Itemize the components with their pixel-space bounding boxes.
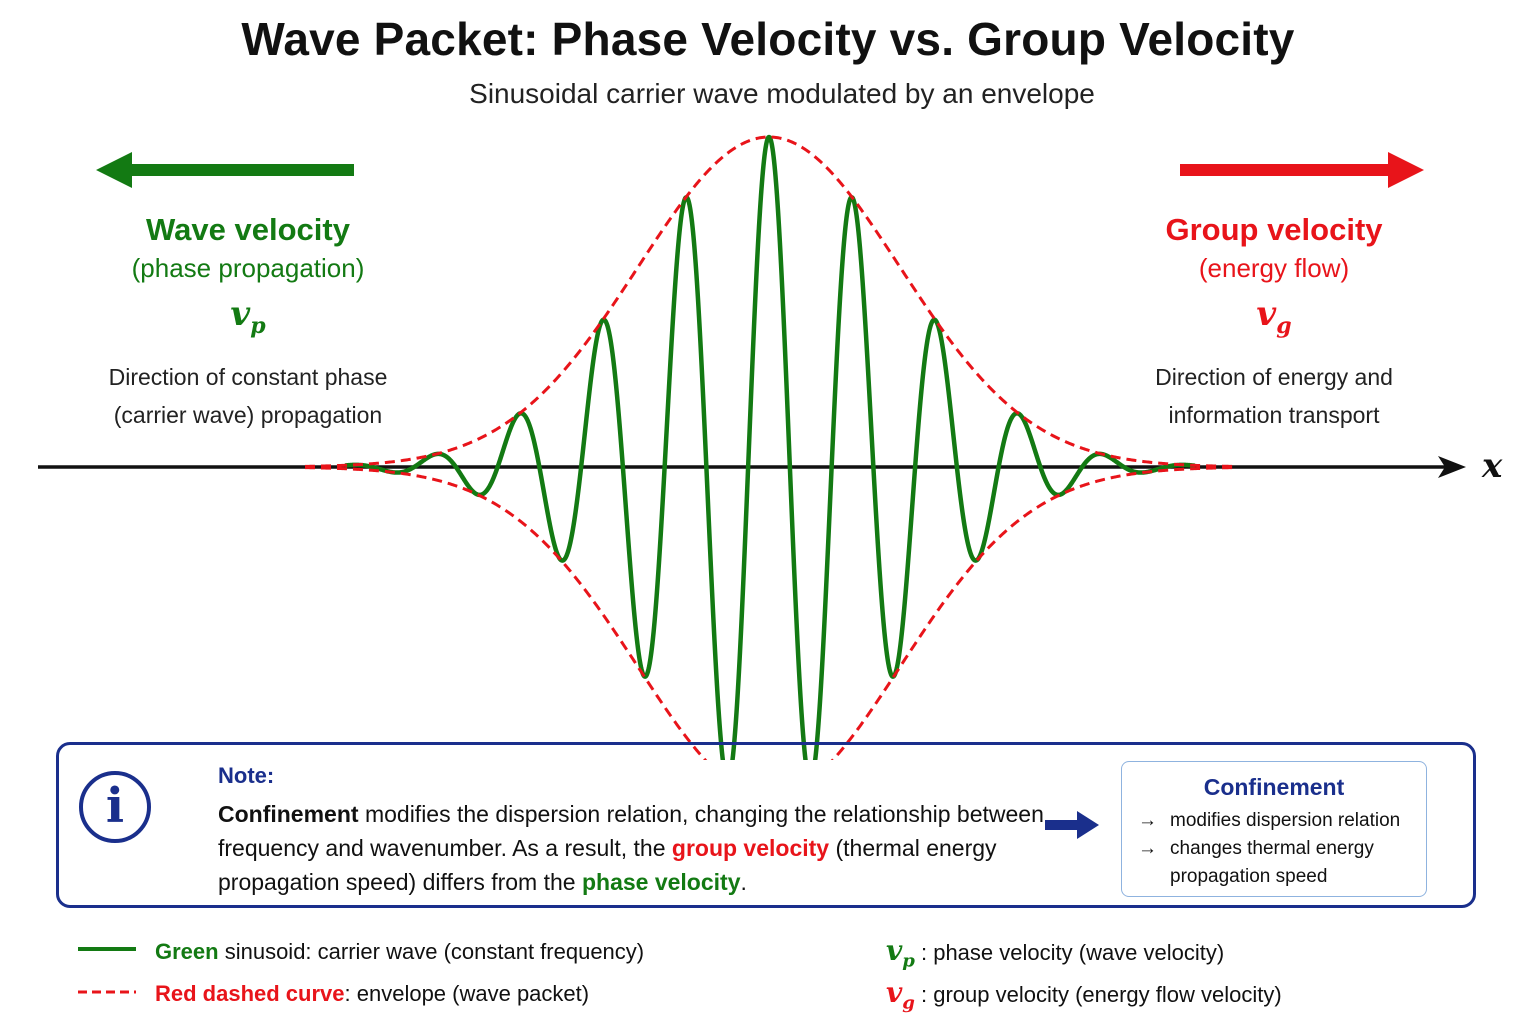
group-velocity-symbol: vg: [1256, 294, 1292, 339]
legend-group-velocity-entry: vg : group velocity (energy flow velocit…: [886, 976, 1282, 1014]
group-velocity-heading: Group velocity: [1165, 212, 1383, 247]
legend-phase-velocity-entry: vp : phase velocity (wave velocity): [886, 934, 1225, 972]
group-velocity-panel: Group velocity (energy flow) vg Directio…: [1074, 210, 1474, 434]
group-velocity-arrow: [1180, 152, 1424, 188]
phase-velocity-description: Direction of constant phase (carrier wav…: [108, 363, 388, 428]
note-text: Confinement modifies the dispersion rela…: [218, 801, 1044, 895]
confinement-summary-item: → changes thermal energy: [1138, 835, 1426, 863]
legend-red-dashed-line-icon: [78, 990, 136, 994]
note-label: Note:: [218, 763, 275, 788]
x-axis-label: x: [1482, 446, 1503, 486]
note-group-velocity-term: group velocity: [671, 835, 830, 861]
note-phase-velocity-term: phase velocity: [581, 869, 741, 895]
wave-packet-diagram: [38, 134, 1466, 760]
phase-velocity-heading: Wave velocity: [146, 212, 350, 247]
group-velocity-description: Direction of energy and information tran…: [1155, 363, 1393, 428]
phase-velocity-subheading: (phase propagation): [131, 253, 365, 283]
arrow-right-small-icon: →: [1138, 838, 1157, 859]
page-title: Wave Packet: Phase Velocity vs. Group Ve…: [241, 13, 1295, 65]
confinement-summary-item-continued: propagation speed: [1170, 866, 1328, 887]
group-velocity-subheading: (energy flow): [1198, 253, 1350, 283]
note-confinement-term: Confinement: [218, 801, 359, 827]
carrier-wave-curve: [343, 134, 1197, 760]
legend-green-line-icon: [78, 947, 136, 951]
note-box: i Note: Confinement modifies the dispers…: [56, 742, 1476, 908]
legend-envelope-entry: Red dashed curve: envelope (wave packet): [155, 981, 590, 1006]
phase-velocity-arrow: [96, 152, 354, 188]
page-subtitle: Sinusoidal carrier wave modulated by an …: [469, 78, 1095, 109]
phase-velocity-symbol: vp: [230, 294, 266, 339]
legend-carrier-entry: Green sinusoid: carrier wave (constant f…: [155, 939, 645, 964]
info-icon: i: [79, 771, 151, 843]
confinement-summary-box: Confinement → modifies dispersion relatio…: [1121, 761, 1427, 897]
arrow-right-icon: [1045, 811, 1099, 839]
envelope-lower-curve: [304, 466, 1236, 760]
arrow-right-small-icon: →: [1138, 810, 1157, 831]
confinement-summary-title: Confinement: [1203, 774, 1345, 800]
confinement-summary-item: → modifies dispersion relation: [1138, 807, 1426, 835]
phase-velocity-panel: Wave velocity (phase propagation) vp Dir…: [48, 210, 448, 434]
x-axis: [38, 456, 1466, 478]
envelope-upper-curve: [304, 135, 1236, 468]
